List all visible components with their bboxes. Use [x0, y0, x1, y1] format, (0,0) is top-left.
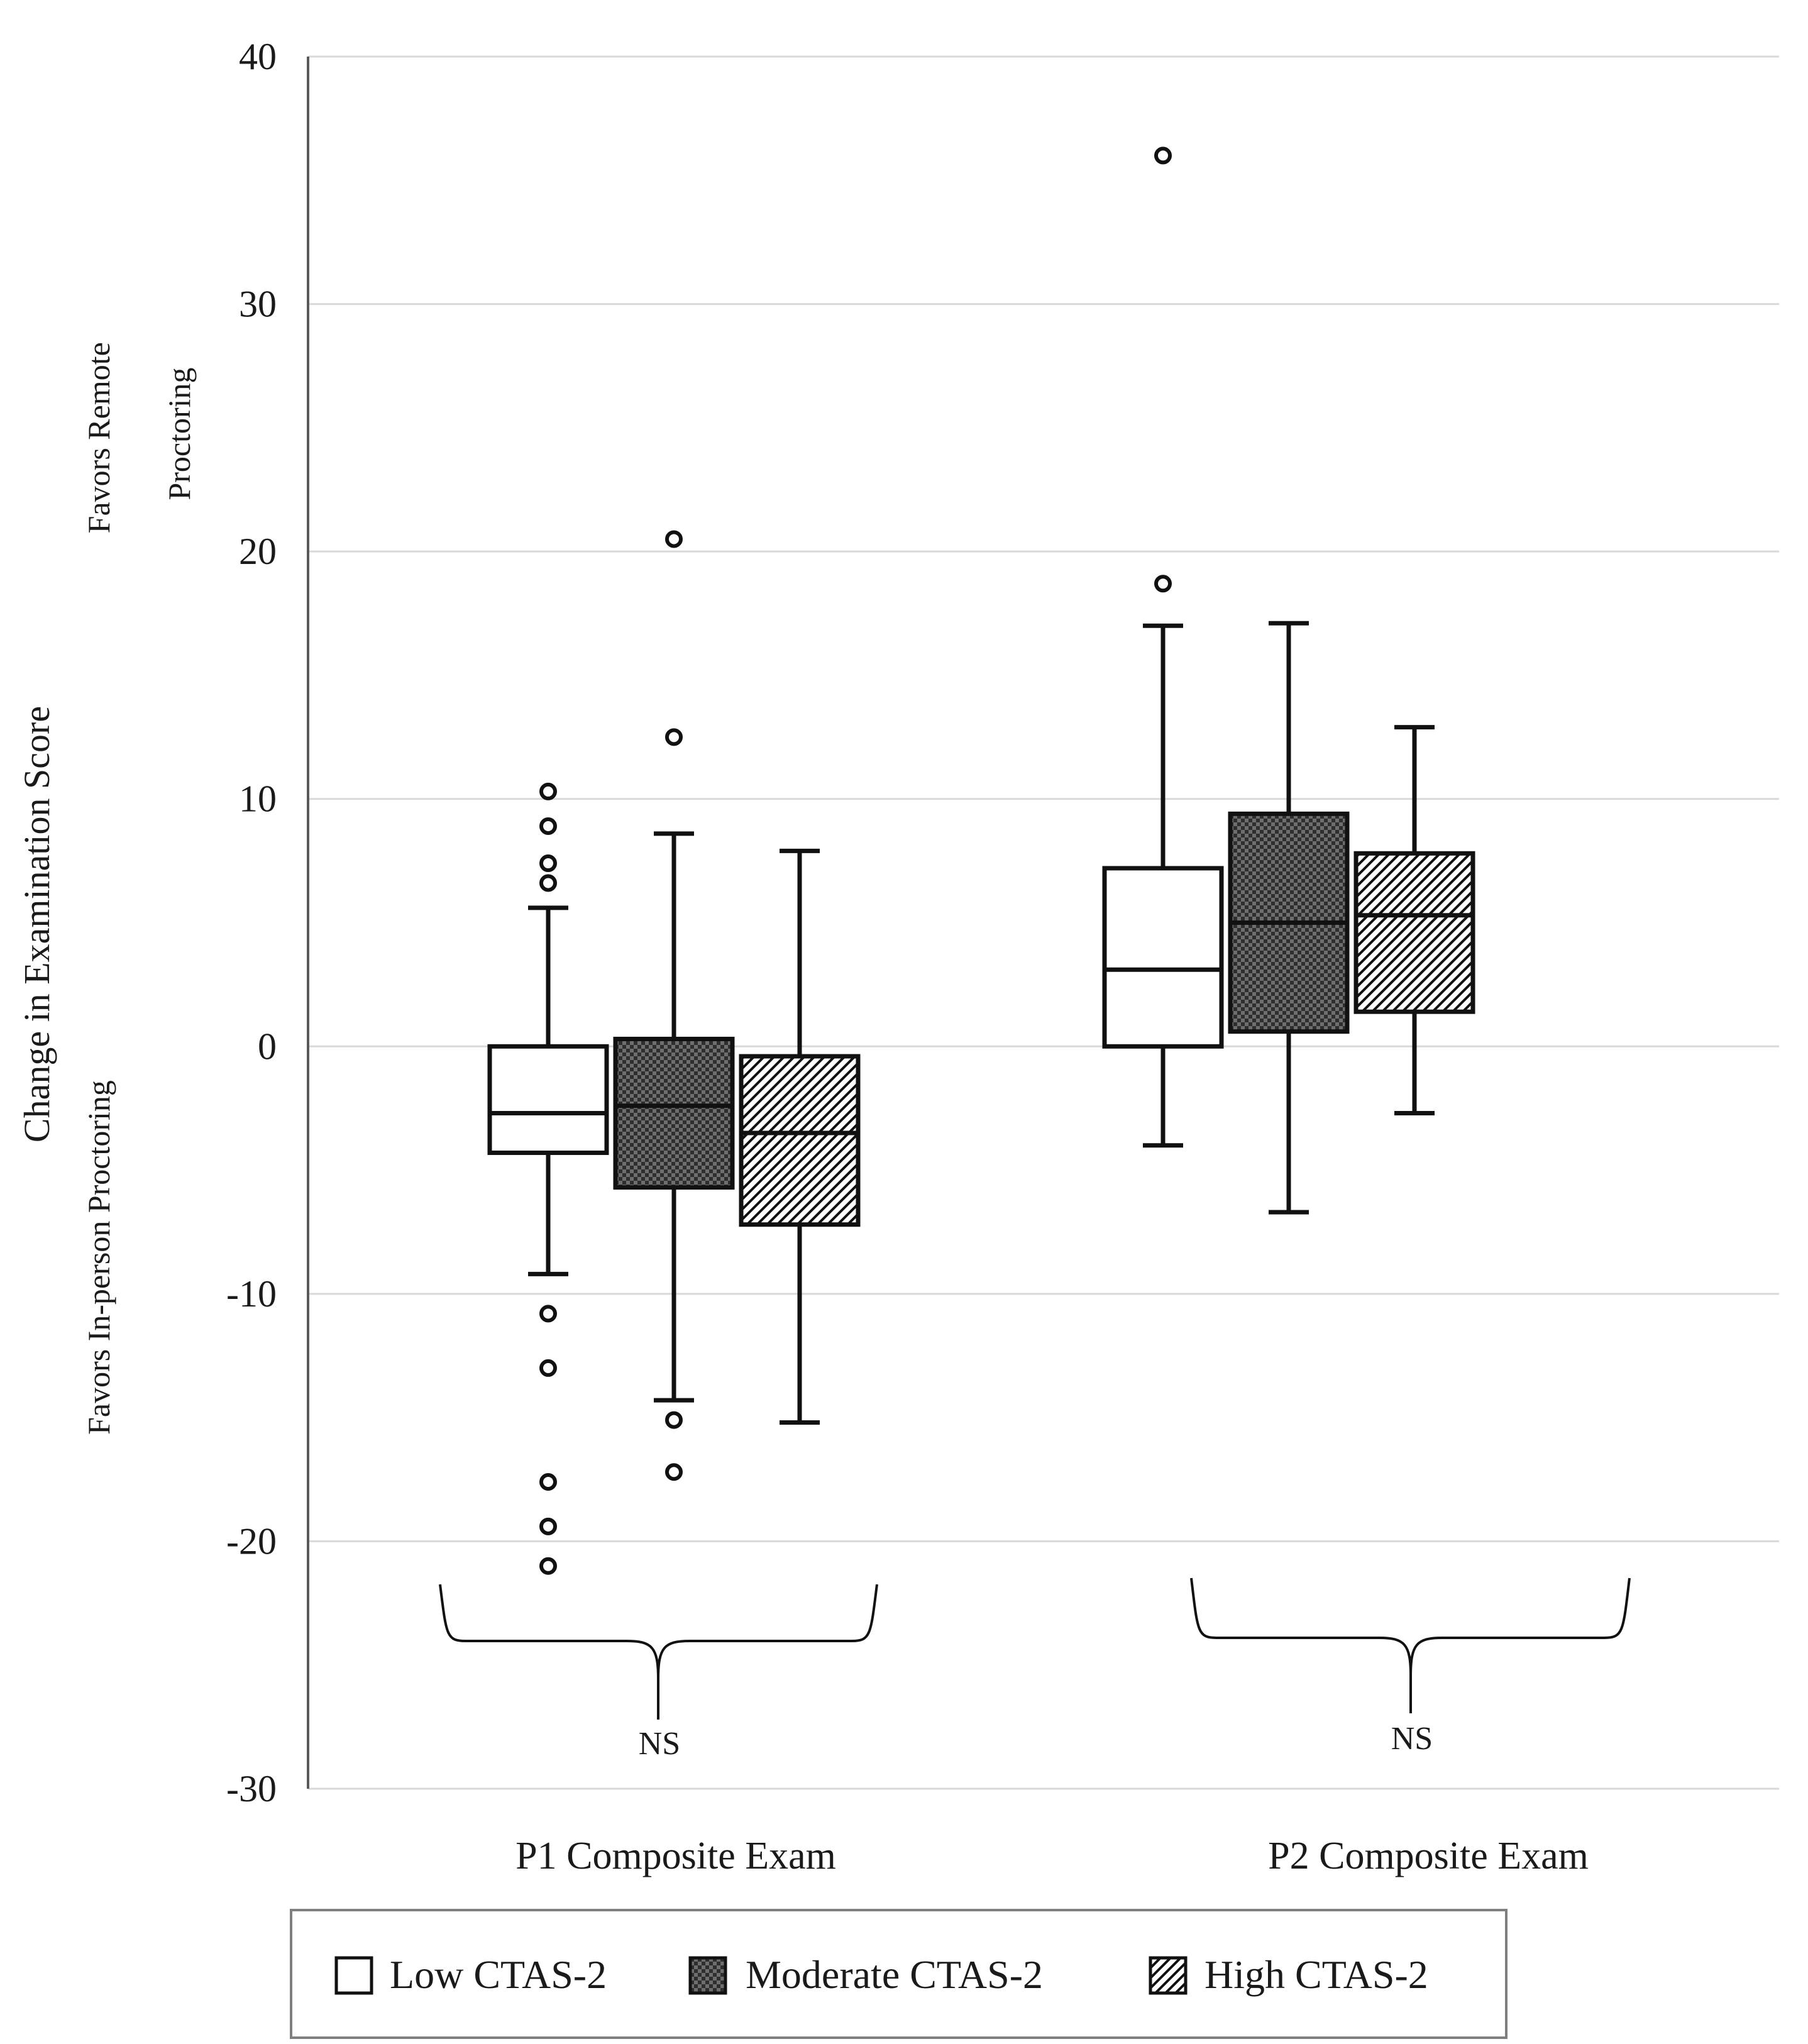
outlier-low-g1-0 — [539, 782, 557, 800]
outlier-low-g1-8 — [539, 1557, 557, 1575]
y-tick-label--20: -20 — [226, 1520, 277, 1562]
box-iqr-high-g1 — [739, 1054, 861, 1227]
y-tick-label--30: -30 — [226, 1768, 277, 1809]
y-tick-labels: -30 -20 -10 0 10 20 30 40 — [226, 36, 277, 1809]
y-tick-label--10: -10 — [226, 1273, 277, 1315]
outlier-moderate-g1-0 — [665, 530, 683, 548]
box-iqr-high-g2 — [1353, 851, 1475, 1014]
box-iqr-moderate-g1 — [613, 1036, 735, 1190]
brace-2 — [1190, 1577, 1631, 1713]
outlier-low-g1-6 — [539, 1472, 557, 1491]
category-label-p1: P1 Composite Exam — [515, 1835, 836, 1877]
y-tick-label-30: 30 — [239, 284, 277, 325]
category-label-p2: P2 Composite Exam — [1268, 1835, 1589, 1877]
outlier-low-g1-3 — [539, 874, 557, 892]
outliers — [539, 146, 1172, 1575]
gridlines — [308, 55, 1779, 1790]
outlier-low-g1-5 — [539, 1359, 557, 1377]
y-axis-title: Change in Examination Score — [16, 706, 57, 1142]
legend-frame — [290, 1909, 1508, 2039]
outlier-moderate-g1-2 — [665, 1411, 683, 1429]
legend-swatch-low — [334, 1956, 373, 1995]
box-iqr-low-g2 — [1102, 866, 1224, 1049]
brace-1 — [439, 1584, 878, 1720]
y-tick-label-0: 0 — [258, 1025, 277, 1067]
favors-in-person-label: Favors In-person Proctoring — [81, 1080, 116, 1435]
box-moderate-g2 — [1228, 621, 1350, 1215]
outlier-moderate-g1-1 — [665, 728, 683, 746]
box-plots — [487, 621, 1475, 1425]
y-tick-label-20: 20 — [239, 531, 277, 572]
y-tick-label-40: 40 — [239, 36, 277, 77]
box-moderate-g1 — [613, 831, 735, 1403]
legend-swatch-moderate — [688, 1956, 727, 1995]
legend-label-moderate: Moderate CTAS-2 — [746, 1952, 1043, 1997]
legend-swatch-high — [1149, 1956, 1188, 1995]
legend: Low CTAS-2 Moderate CTAS-2 High CTAS-2 — [290, 1909, 1508, 2039]
ns-label-1: NS — [639, 1726, 680, 1762]
significance-brackets: NS NS — [439, 1577, 1631, 1762]
legend-label-high: High CTAS-2 — [1204, 1952, 1428, 1997]
box-low-g2 — [1102, 623, 1224, 1148]
outlier-low-g2-0 — [1154, 146, 1172, 165]
y-tick-label-10: 10 — [239, 778, 277, 820]
ns-label-2: NS — [1391, 1721, 1433, 1757]
box-high-g2 — [1353, 725, 1475, 1116]
outlier-low-g1-1 — [539, 817, 557, 836]
outlier-low-g1-2 — [539, 854, 557, 873]
outlier-moderate-g1-3 — [665, 1463, 683, 1481]
box-low-g1 — [487, 905, 609, 1276]
outlier-low-g1-7 — [539, 1517, 557, 1535]
favors-remote-label: Favors Remote Proctoring — [81, 334, 197, 534]
legend-label-low: Low CTAS-2 — [390, 1952, 607, 1997]
outlier-low-g2-1 — [1154, 575, 1172, 593]
outlier-low-g1-4 — [539, 1305, 557, 1323]
box-iqr-low-g1 — [487, 1044, 609, 1156]
box-high-g1 — [739, 848, 861, 1425]
